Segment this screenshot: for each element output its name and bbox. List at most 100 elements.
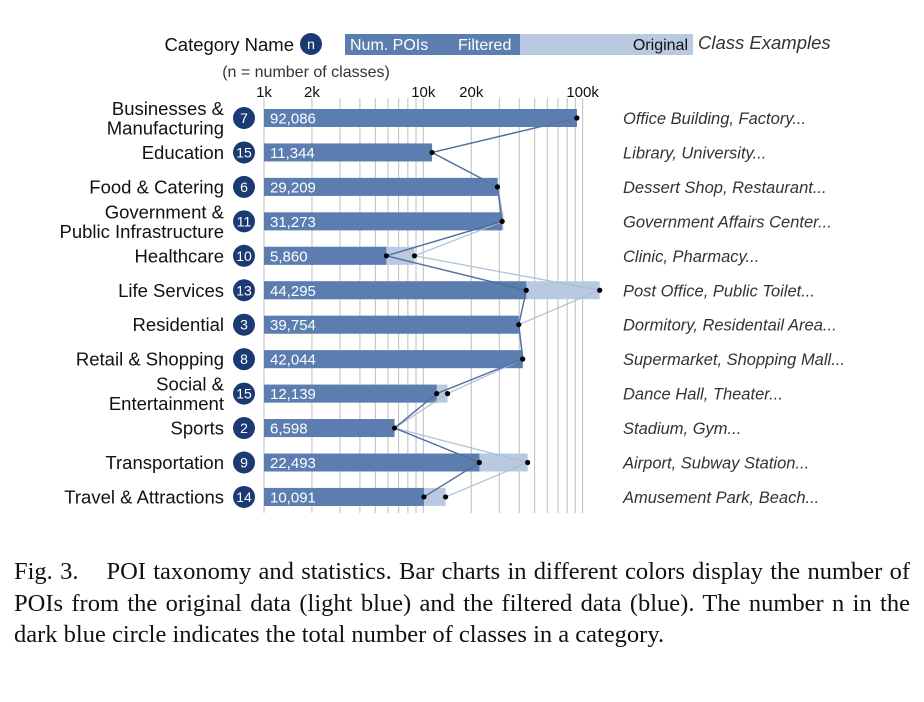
class-examples-text: Dance Hall, Theater... xyxy=(623,386,783,404)
legend-num-pois: Num. POIs xyxy=(350,37,428,54)
class-examples-text: Post Office, Public Toilet... xyxy=(623,282,815,300)
legend-category-name: Category Name xyxy=(164,34,294,55)
legend-filtered-swatch xyxy=(345,34,520,55)
class-count-circle xyxy=(233,210,255,233)
class-count-number: 8 xyxy=(240,351,248,367)
class-examples-text: Supermarket, Shopping Mall... xyxy=(623,351,845,369)
class-count-circle xyxy=(233,244,255,267)
filtered-end-dot xyxy=(476,459,482,466)
x-tick-label: 1k xyxy=(256,84,272,101)
filtered-end-dot xyxy=(434,391,440,397)
filtered-end-dot xyxy=(516,322,522,328)
legend-n-symbol: n xyxy=(307,36,315,52)
filtered-bar xyxy=(264,315,519,334)
class-count-number: 13 xyxy=(236,282,252,298)
class-count-number: 15 xyxy=(236,386,252,402)
class-examples: Office Building, Factory... Library, Univ… xyxy=(622,110,845,507)
filtered-end-dot xyxy=(421,494,427,500)
class-count-badges: 7 15 6 11 10 13 3 8 15 2 9 14 xyxy=(233,107,255,508)
legend-class-examples: Class Examples xyxy=(698,32,831,53)
connector-lines xyxy=(383,117,602,498)
legend-original: Original xyxy=(633,37,688,54)
class-count-number: 6 xyxy=(240,179,248,195)
bar-value-label: 39,754 xyxy=(270,317,316,334)
filtered-bar xyxy=(264,384,437,403)
class-count-number: 2 xyxy=(240,420,248,436)
category-label: Manufacturing xyxy=(107,118,224,139)
class-examples-text: Amusement Park, Beach... xyxy=(622,489,819,507)
class-count-circle xyxy=(233,485,255,508)
class-examples-text: Office Building, Factory... xyxy=(623,110,806,128)
legend-n-note: (n = number of classes) xyxy=(222,64,390,81)
bar-end-dots xyxy=(383,115,603,500)
class-examples-text: Library, University... xyxy=(623,144,766,162)
filtered-end-dot xyxy=(523,287,529,293)
class-count-circle xyxy=(233,417,255,440)
category-label: Education xyxy=(142,142,224,163)
category-label: Food & Catering xyxy=(89,176,224,197)
original-end-dot xyxy=(411,253,418,259)
category-label: Healthcare xyxy=(135,245,224,266)
filtered-bar xyxy=(264,143,433,162)
legend: Category Name n (n = number of classes) … xyxy=(164,32,830,81)
category-label: Businesses & xyxy=(112,98,225,119)
filtered-connector-line xyxy=(383,117,578,498)
filtered-end-dot xyxy=(383,253,389,259)
legend-n-circle xyxy=(300,33,322,55)
filtered-bar xyxy=(264,453,480,472)
class-examples-text: Dormitory, Residentail Area... xyxy=(623,317,837,335)
filtered-bar xyxy=(264,212,503,231)
x-tick-label: 10k xyxy=(411,84,436,101)
class-count-circle xyxy=(233,279,255,302)
category-label: Public Infrastructure xyxy=(59,221,224,242)
category-label: Residential xyxy=(132,314,224,335)
bar-value-label: 12,139 xyxy=(270,386,316,403)
class-count-number: 10 xyxy=(236,248,252,264)
class-count-number: 11 xyxy=(237,213,252,229)
original-end-dot xyxy=(525,459,531,466)
class-count-circle xyxy=(233,107,255,129)
filtered-end-dot xyxy=(574,115,580,121)
class-count-number: 15 xyxy=(236,144,252,160)
category-label: Entertainment xyxy=(109,393,224,414)
bar-value-label: 31,273 xyxy=(270,214,316,231)
filtered-bar xyxy=(264,109,577,127)
class-examples-text: Government Affairs Center... xyxy=(623,213,832,231)
x-tick-label: 100k xyxy=(566,84,599,101)
filtered-bar xyxy=(264,487,424,506)
filtered-bars xyxy=(264,109,577,506)
original-bars xyxy=(264,109,600,506)
gridlines xyxy=(263,98,584,513)
bar-value-label: 42,044 xyxy=(270,352,316,369)
value-labels: 92,086 11,344 29,209 31,273 5,860 44,295 39,75… xyxy=(270,111,316,507)
class-count-circle xyxy=(233,175,255,198)
category-label: Social & xyxy=(156,374,225,395)
class-count-number: 14 xyxy=(236,489,252,505)
class-count-circle xyxy=(233,451,255,474)
caption-figure-number: Fig. 3. xyxy=(14,558,79,585)
bar-value-label: 10,091 xyxy=(270,489,316,506)
class-count-circle xyxy=(233,348,255,371)
figure-caption: Fig. 3. POI taxonomy and statistics. Bar … xyxy=(14,556,910,651)
class-count-circle xyxy=(233,382,255,405)
bar-value-label: 5,860 xyxy=(270,248,308,265)
category-label: Retail & Shopping xyxy=(76,349,224,370)
original-end-dot xyxy=(597,287,603,293)
filtered-end-dot xyxy=(499,218,505,224)
filtered-end-dot xyxy=(494,184,501,190)
x-tick-label: 2k xyxy=(304,84,320,101)
filtered-bar xyxy=(264,177,498,196)
legend-filtered: Filtered xyxy=(458,37,511,54)
class-count-circle xyxy=(233,141,255,164)
bar-value-label: 11,344 xyxy=(270,145,315,162)
bar-value-label: 22,493 xyxy=(270,455,316,472)
caption-text: POI taxonomy and statistics. Bar charts … xyxy=(14,558,910,648)
category-label: Travel & Attractions xyxy=(64,486,224,507)
x-tick-label: 20k xyxy=(459,84,484,101)
filtered-bar xyxy=(264,350,523,369)
original-end-dot xyxy=(444,391,451,397)
bar-value-label: 92,086 xyxy=(270,111,316,128)
poi-bar-chart: 1k 2k 10k 20k 100k 92,086 11,344 29,209 31,273 5… xyxy=(59,32,845,513)
class-count-number: 9 xyxy=(240,455,248,471)
category-labels: Businesses &Manufacturing Education Food &… xyxy=(59,98,224,507)
